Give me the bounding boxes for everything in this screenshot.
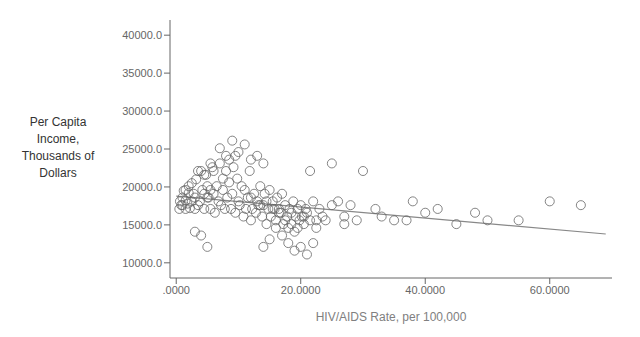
html-text:Dollars: Dollars	[39, 165, 77, 180]
svg-text:HIV/AIDS Rate, per 100,000: HIV/AIDS Rate, per 100,000	[316, 310, 467, 324]
svg-text:35000.0: 35000.0	[122, 67, 162, 79]
svg-text:40000.0: 40000.0	[122, 29, 162, 41]
svg-text:40.0000: 40.0000	[405, 284, 445, 296]
svg-text:30000.0: 30000.0	[122, 105, 162, 117]
svg-text:10000.0: 10000.0	[122, 257, 162, 269]
svg-text:20.0000: 20.0000	[281, 284, 321, 296]
html-text:Thousands of: Thousands of	[21, 149, 95, 163]
svg-text:.0000: .0000	[162, 284, 190, 296]
svg-text:60.0000: 60.0000	[530, 284, 570, 296]
svg-text:15000.0: 15000.0	[122, 219, 162, 231]
html-text:Per Capita: Per Capita	[29, 115, 87, 130]
svg-text:20000.0: 20000.0	[122, 181, 162, 193]
svg-text:25000.0: 25000.0	[122, 143, 162, 155]
html-text:Income,: Income,	[36, 132, 80, 147]
